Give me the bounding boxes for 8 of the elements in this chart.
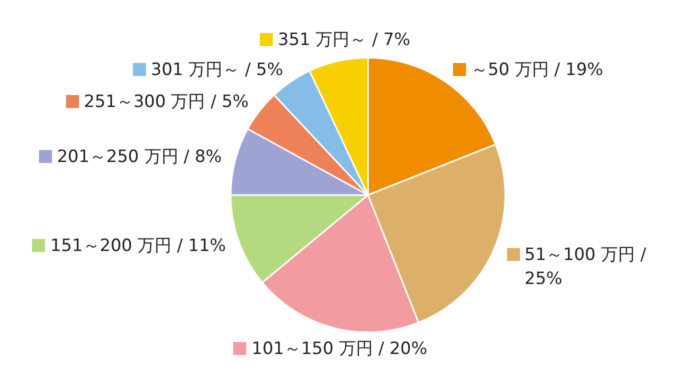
legend-label: 101～150 万円 / 20%	[252, 338, 428, 362]
legend-label: 201～250 万円 / 8%	[56, 146, 222, 170]
legend-label: 51～100 万円 / 25%	[524, 244, 648, 291]
legend-label: 251～300 万円 / 5%	[84, 91, 249, 114]
legend-label: ～50 万円 / 19%	[470, 59, 604, 82]
legend-label: 351 万円～ / 7%	[278, 28, 410, 52]
legend-label: 301 万円～ / 5%	[150, 59, 284, 82]
legend-label: 151～200 万円 / 11%	[50, 235, 226, 258]
